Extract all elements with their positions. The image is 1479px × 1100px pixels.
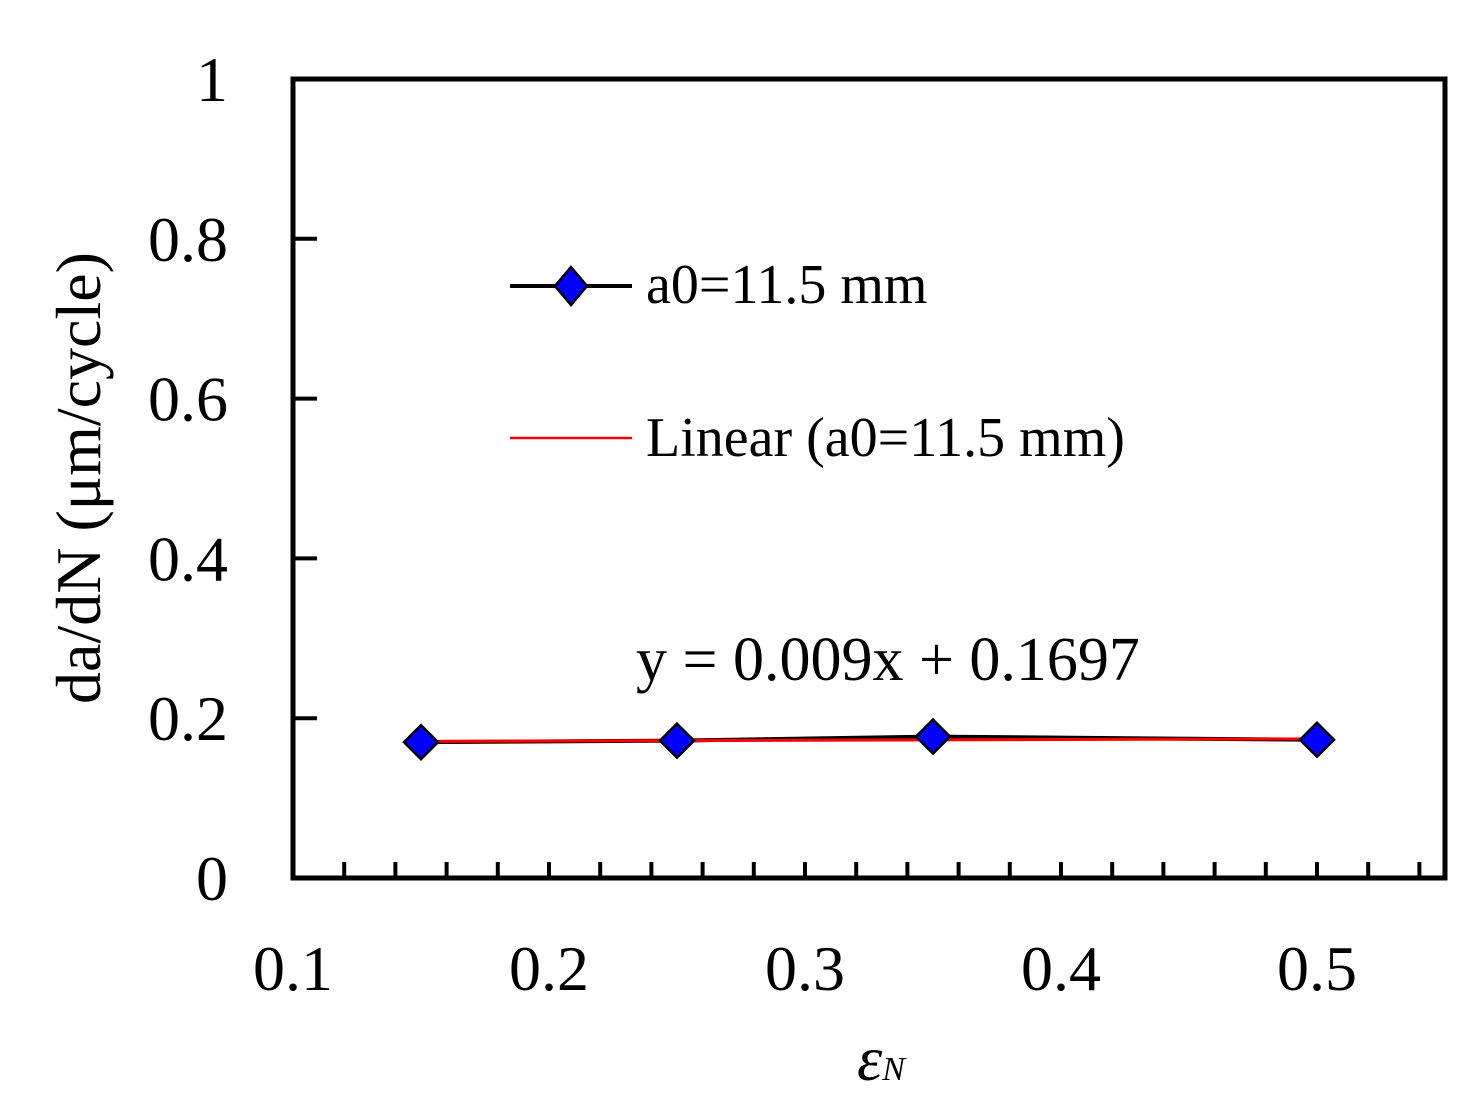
data-point-marker [658,721,696,760]
plot-frame [290,76,1448,881]
y-tick-label: 1 [196,44,228,115]
y-tick-label: 0.2 [148,683,228,754]
legend-label-trend: Linear (a0=11.5 mm) [646,407,1125,469]
x-tick-label: 0.3 [765,933,845,1004]
x-tick-label: 0.5 [1277,933,1357,1004]
data-point-marker [1298,721,1336,759]
x-axis-title: εN [857,1023,907,1094]
y-axis-tick-labels: 0 0.2 0.4 0.6 0.8 1 [148,44,228,914]
x-axis-title-main: ε [857,1023,883,1094]
x-tick-label: 0.4 [1021,933,1101,1004]
y-tick-label: 0.8 [148,204,228,275]
x-tick-label: 0.2 [509,933,589,1004]
trendline [420,737,1318,743]
x-axis-tick-labels: 0.1 0.2 0.3 0.4 0.5 [253,933,1357,1004]
y-axis-ticks [293,236,317,721]
legend: a0=11.5 mm Linear (a0=11.5 mm) [510,254,1125,469]
y-tick-label: 0.4 [148,523,228,594]
x-axis-ticks [342,862,1422,878]
y-tick-label: 0 [196,843,228,914]
legend-label-data: a0=11.5 mm [646,254,927,316]
legend-diamond-marker [553,265,589,307]
y-axis-title: da/dN (μm/cycle) [43,252,114,704]
series-layer [402,717,1336,761]
trendline-equation: y = 0.009x + 0.1697 [636,626,1140,694]
y-tick-label: 0.6 [148,364,228,435]
data-point-marker [914,717,952,756]
data-point-marker [402,723,440,761]
x-axis-title-sub: N [881,1051,907,1088]
x-tick-label: 0.1 [253,933,333,1004]
